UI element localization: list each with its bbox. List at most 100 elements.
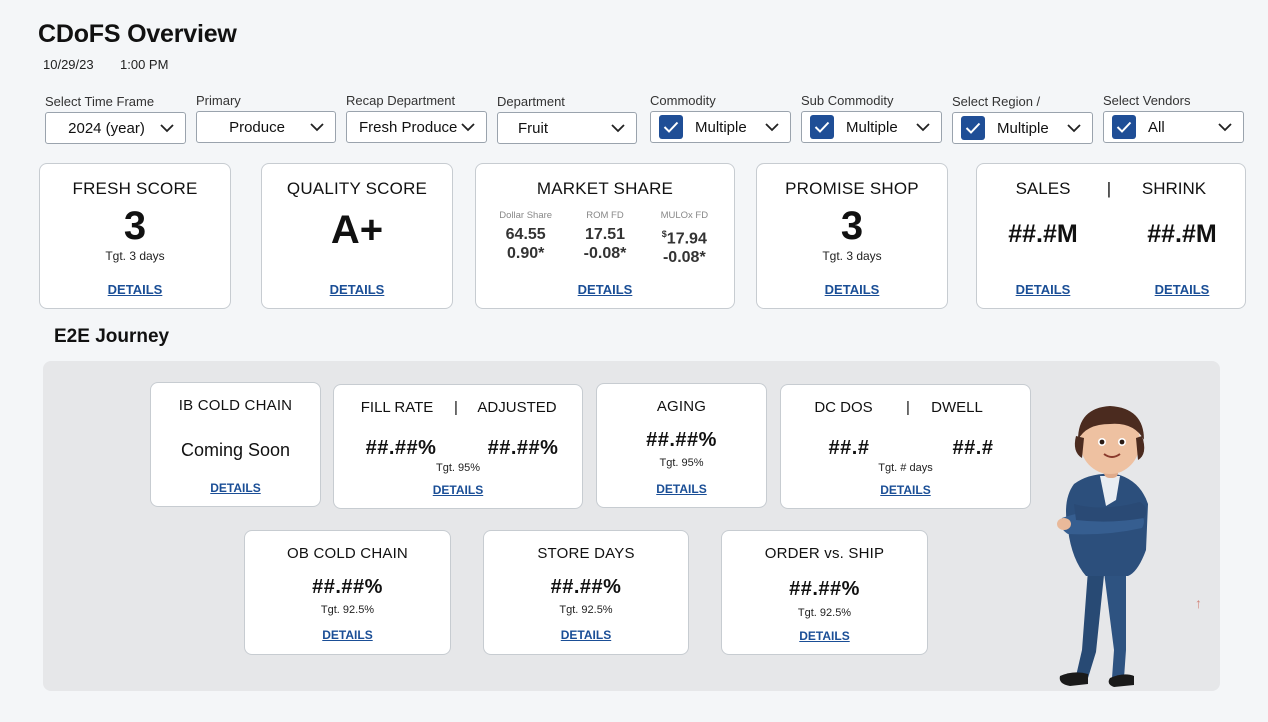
filter-commodity: Commodity Multiple	[650, 93, 791, 143]
dc-dos-details-link[interactable]: DETAILS	[880, 483, 931, 497]
select-value: Multiple	[695, 118, 747, 136]
title-separator: |	[454, 399, 458, 416]
chevron-down-icon	[610, 120, 626, 136]
card-title: QUALITY SCORE	[286, 179, 428, 198]
filter-vendors: Select Vendors All	[1103, 93, 1244, 143]
quality-score-card: QUALITY SCORE A+ DETAILS	[261, 163, 453, 309]
mascot-illustration	[1057, 406, 1148, 687]
store-days-card: STORE DAYS ##.##% Tgt. 92.5% DETAILS	[483, 530, 689, 655]
promise-shop-details-link[interactable]: DETAILS	[824, 282, 880, 297]
department-select[interactable]: Fruit	[497, 112, 637, 144]
market-share-card: MARKET SHARE Dollar Share 64.55 0.90* RO…	[475, 163, 735, 309]
quality-score-details-link[interactable]: DETAILS	[329, 282, 385, 297]
order-vs-ship-card: ORDER vs. SHIP ##.##% Tgt. 92.5% DETAILS	[721, 530, 928, 655]
filter-label: Recap Department	[346, 93, 456, 108]
filter-label: Select Region /	[952, 94, 1041, 109]
filter-label: Primary	[196, 93, 241, 108]
column-value: 17.51	[584, 226, 626, 243]
chevron-down-icon	[1066, 120, 1082, 136]
ib-cold-chain-card: IB COLD CHAIN Coming Soon DETAILS	[150, 382, 321, 507]
store-days-value: ##.##%	[550, 576, 622, 598]
primary-select[interactable]: Produce	[196, 111, 336, 143]
dc-dos-target: Tgt. # days	[878, 462, 933, 474]
ob-cold-chain-details-link[interactable]: DETAILS	[322, 628, 373, 642]
fill-rate-value: ##.##%	[365, 437, 437, 459]
adjusted-value: ##.##%	[487, 437, 559, 459]
adjusted-title: ADJUSTED	[477, 399, 557, 416]
recap-department-select[interactable]: Fresh Produce	[346, 111, 487, 143]
checkbox-checked-icon[interactable]	[810, 115, 834, 139]
ib-cold-chain-status: Coming Soon	[180, 440, 291, 460]
fresh-score-target: Tgt. 3 days	[105, 249, 165, 263]
filter-time-frame: Select Time Frame 2024 (year)	[45, 94, 186, 144]
filter-label: Sub Commodity	[801, 93, 894, 108]
filter-sub-commodity: Sub Commodity Multiple	[801, 93, 942, 143]
select-value: Fruit	[518, 119, 548, 137]
order-vs-ship-details-link[interactable]: DETAILS	[799, 629, 850, 643]
card-title: IB COLD CHAIN	[178, 397, 293, 414]
aging-value: ##.##%	[646, 429, 717, 451]
dollar-share-column: Dollar Share 64.55 0.90*	[486, 210, 565, 267]
checkbox-checked-icon[interactable]	[1112, 115, 1136, 139]
vendors-select[interactable]: All	[1103, 111, 1244, 143]
report-time: 1:00 PM	[120, 57, 169, 72]
dwell-value: ##.#	[952, 437, 994, 459]
fill-rate-title: FILL RATE	[360, 399, 434, 416]
shrink-details-link[interactable]: DETAILS	[1154, 282, 1210, 297]
filter-department: Department Fruit	[497, 94, 637, 144]
select-value: All	[1148, 118, 1165, 136]
filter-region: Select Region / Multiple	[952, 94, 1093, 144]
ib-cold-chain-details-link[interactable]: DETAILS	[210, 481, 261, 495]
card-title: FRESH SCORE	[72, 179, 198, 198]
filter-label: Select Vendors	[1103, 93, 1191, 108]
filter-label: Department	[497, 94, 565, 109]
time-frame-select[interactable]: 2024 (year)	[45, 112, 186, 144]
select-value: Produce	[229, 118, 285, 136]
ob-cold-chain-card: OB COLD CHAIN ##.##% Tgt. 92.5% DETAILS	[244, 530, 451, 655]
column-label: Dollar Share	[499, 210, 553, 221]
select-value: 2024 (year)	[68, 119, 145, 137]
mulox-fd-column: MULOx FD $17.94 -0.08*	[645, 210, 724, 267]
sales-value: ##.#M	[1008, 220, 1078, 248]
select-value: Multiple	[846, 118, 898, 136]
column-change: 0.90*	[506, 245, 545, 262]
dwell-title: DWELL	[931, 399, 983, 416]
store-days-target: Tgt. 92.5%	[559, 604, 613, 616]
sales-details-link[interactable]: DETAILS	[1015, 282, 1071, 297]
column-change: -0.08*	[583, 245, 627, 262]
aging-target: Tgt. 95%	[659, 457, 704, 469]
commodity-select[interactable]: Multiple	[650, 111, 791, 143]
aging-details-link[interactable]: DETAILS	[656, 482, 707, 496]
scroll-top-arrow-icon[interactable]: ↑	[1195, 595, 1202, 611]
filter-recap-department: Recap Department Fresh Produce	[346, 93, 487, 143]
column-label: MULOx FD	[660, 210, 709, 221]
page-title: CDoFS Overview	[38, 20, 237, 48]
filter-primary: Primary Produce	[196, 93, 336, 143]
fill-rate-details-link[interactable]: DETAILS	[432, 483, 484, 497]
select-value: Fresh Produce	[359, 118, 458, 136]
fill-rate-target: Tgt. 95%	[435, 462, 481, 474]
promise-shop-card: PROMISE SHOP 3 Tgt. 3 days DETAILS	[756, 163, 948, 309]
checkbox-checked-icon[interactable]	[961, 116, 985, 140]
promise-shop-value: 3	[840, 204, 864, 248]
market-share-details-link[interactable]: DETAILS	[577, 282, 633, 297]
order-vs-ship-value: ##.##%	[789, 578, 860, 600]
fresh-score-value: 3	[123, 204, 147, 248]
report-date: 10/29/23	[43, 57, 94, 72]
checkbox-checked-icon[interactable]	[659, 115, 683, 139]
market-share-columns: Dollar Share 64.55 0.90* ROM FD 17.51 -0…	[476, 210, 734, 267]
sub-commodity-select[interactable]: Multiple	[801, 111, 942, 143]
region-select[interactable]: Multiple	[952, 112, 1093, 144]
card-title: OB COLD CHAIN	[287, 545, 408, 562]
shrink-value: ##.#M	[1147, 220, 1217, 248]
section-title: E2E Journey	[54, 326, 170, 347]
store-days-details-link[interactable]: DETAILS	[560, 628, 612, 642]
ob-cold-chain-target: Tgt. 92.5%	[320, 604, 375, 616]
column-value: 17.94	[666, 230, 707, 248]
fresh-score-details-link[interactable]: DETAILS	[107, 282, 163, 297]
column-change: -0.08*	[662, 249, 706, 267]
dc-dos-title: DC DOS	[814, 399, 873, 416]
chevron-down-icon	[764, 119, 780, 135]
card-title: STORE DAYS	[537, 545, 635, 562]
card-title: MARKET SHARE	[536, 179, 674, 198]
